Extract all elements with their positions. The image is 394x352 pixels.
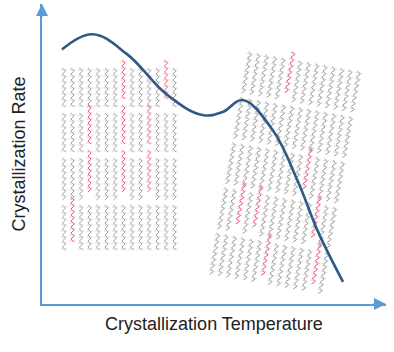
svg-text:Crystallization Rate: Crystallization Rate — [9, 76, 29, 231]
svg-text:Crystallization Temperature: Crystallization Temperature — [105, 314, 323, 334]
